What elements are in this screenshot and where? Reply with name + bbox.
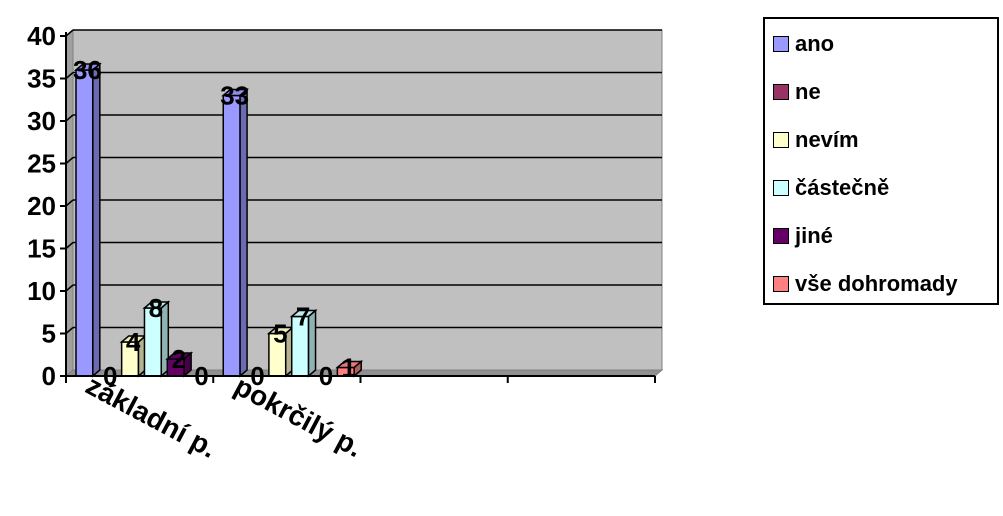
legend-swatch: [773, 84, 789, 100]
bar-front: [75, 69, 94, 377]
y-tick-label: 35: [27, 64, 56, 94]
y-tick-label: 10: [27, 276, 56, 306]
y-tick-label: 0: [42, 361, 56, 391]
y-tick-label: 15: [27, 234, 56, 264]
y-tick-label: 25: [27, 149, 56, 179]
legend-item: ano: [773, 31, 834, 57]
bar-side: [92, 62, 101, 378]
data-label: 5: [273, 319, 287, 349]
data-label: 7: [296, 302, 310, 332]
legend-label: ne: [795, 79, 821, 104]
bar-ano-0: [73, 62, 102, 378]
data-label: 0: [194, 361, 208, 391]
x-tick-label: pokrčilý p.: [230, 370, 368, 463]
legend-label: částečně: [795, 175, 890, 200]
bar-nevím-0: [119, 334, 148, 378]
legend-swatch: [773, 36, 789, 52]
y-tick-label: 40: [27, 21, 56, 51]
y-tick-labels: 0 5 10 15 20 25 30 35 40: [27, 21, 56, 391]
legend-item: částečně: [773, 175, 889, 201]
legend-item: vše dohromady: [773, 271, 958, 297]
data-label: 36: [73, 55, 102, 85]
legend-label: ano: [795, 31, 835, 56]
data-label: 0: [103, 361, 117, 391]
legend-label: vše dohromady: [795, 271, 958, 296]
data-label: 0: [250, 361, 264, 391]
data-label: 33: [220, 81, 249, 111]
legend-swatch: [773, 228, 789, 244]
data-label: 4: [126, 327, 141, 357]
gridline-depth: [65, 199, 74, 207]
data-label: 2: [171, 344, 185, 374]
bars: [73, 62, 364, 378]
gridline-depth: [65, 326, 74, 335]
legend-label: nevím: [795, 127, 859, 152]
bar-side: [307, 308, 317, 378]
y-tick-label: 5: [42, 319, 56, 349]
bar-side: [183, 351, 192, 378]
y-tick-label: 30: [27, 106, 56, 136]
data-label: 0: [319, 361, 333, 391]
gridline-depth: [65, 156, 74, 165]
gridline-depth: [65, 284, 74, 292]
legend: ano ne nevím částečně jiné vše dohromady: [763, 17, 999, 305]
bar-front: [222, 94, 241, 377]
data-label: 1: [342, 353, 356, 383]
legend-label: jiné: [795, 223, 833, 248]
bar-side: [239, 87, 248, 378]
legend-swatch: [773, 276, 789, 292]
gridline-depth: [65, 29, 74, 37]
data-label: 8: [149, 293, 163, 323]
gridline-depth: [65, 241, 74, 250]
bar-side: [353, 359, 362, 378]
y-tick-label: 20: [27, 191, 56, 221]
gridlines: [65, 29, 662, 335]
legend-item: nevím: [773, 127, 859, 153]
gridline-depth: [65, 71, 74, 80]
bar-částečně-1: [289, 308, 318, 378]
legend-item: jiné: [773, 223, 833, 249]
legend-swatch: [773, 180, 789, 196]
axes: [60, 32, 656, 383]
bar-ano-1: [221, 87, 250, 378]
legend-item: ne: [773, 79, 821, 105]
legend-swatch: [773, 132, 789, 148]
gridline-depth: [65, 114, 74, 122]
